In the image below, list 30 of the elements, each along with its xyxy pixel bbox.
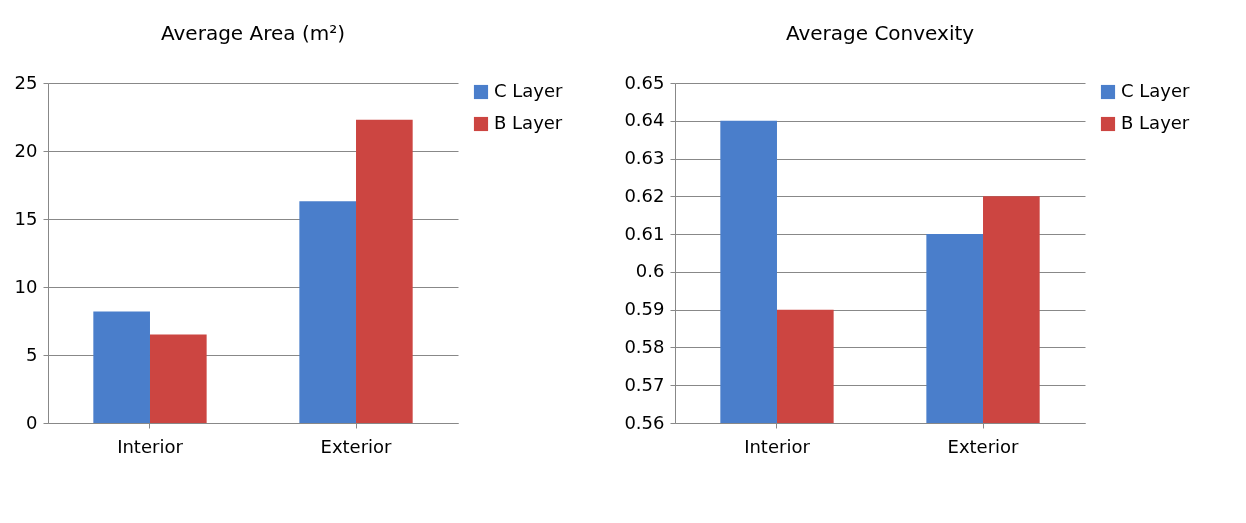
legend-label: B Layer — [1121, 112, 1190, 133]
y-tick-label: 0.65 — [624, 71, 665, 93]
legend-label: B Layer — [494, 112, 563, 133]
y-tick-label: 0.56 — [624, 411, 665, 433]
y-tick-label: 0.58 — [624, 335, 665, 357]
bar — [356, 119, 413, 423]
bar — [149, 334, 207, 423]
legend-label: C Layer — [494, 80, 564, 101]
x-tick-label: Exterior — [320, 435, 393, 457]
y-tick-label: 10 — [14, 275, 38, 297]
y-tick-label: 0.64 — [624, 109, 665, 131]
x-tick-label: Interior — [117, 435, 184, 457]
y-tick-label: 0.59 — [624, 298, 665, 320]
y-tick-label: 20 — [14, 139, 38, 161]
legend-label: C Layer — [1121, 80, 1191, 101]
chart-title: Average Area (m²) — [161, 21, 345, 45]
y-tick-label: 0.57 — [624, 373, 665, 395]
y-tick-label: 0.61 — [624, 222, 665, 244]
y-tick-label: 5 — [26, 343, 38, 365]
y-tick-label: 0.63 — [624, 147, 665, 169]
y-tick-label: 25 — [14, 71, 38, 93]
y-tick-label: 0.6 — [635, 260, 665, 282]
y-tick-label: 0 — [26, 411, 38, 433]
chart-title: Average Convexity — [785, 21, 975, 45]
y-tick-label: 0.62 — [624, 184, 665, 206]
y-tick-label: 15 — [14, 207, 38, 229]
bar — [93, 311, 150, 423]
bar — [299, 201, 357, 423]
x-tick-label: Interior — [744, 435, 811, 457]
x-tick-label: Exterior — [947, 435, 1020, 457]
